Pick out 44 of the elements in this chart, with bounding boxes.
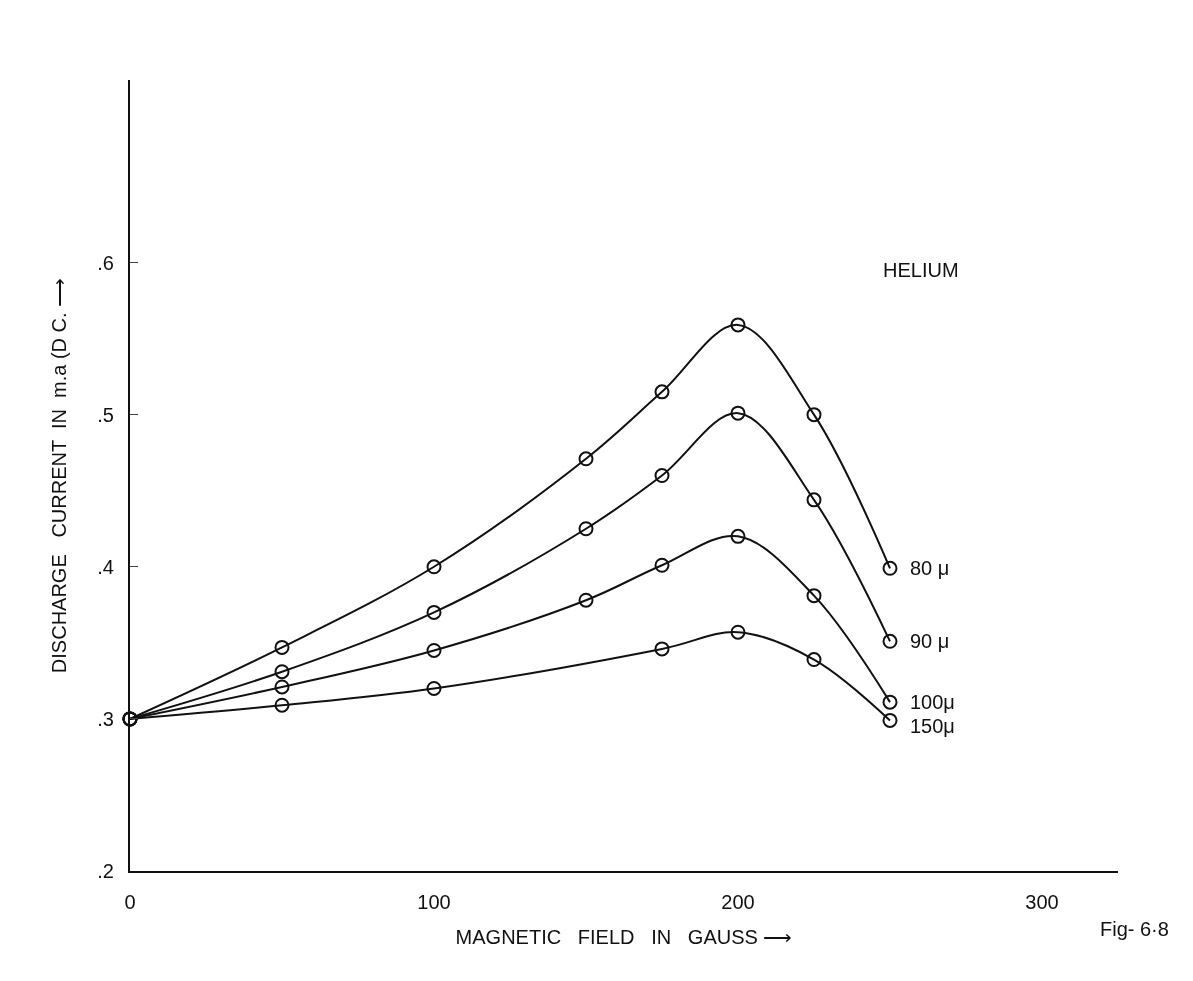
point (654, 557, 670, 573)
series-label: 80 μ (910, 557, 950, 579)
series-label: 100μ (910, 691, 955, 713)
point (654, 468, 670, 483)
point (578, 521, 594, 537)
y-tick-label: .5 (97, 403, 114, 426)
point (274, 697, 290, 713)
point (806, 407, 822, 423)
point (578, 451, 594, 467)
point (578, 592, 594, 608)
series-label: 90 μ (910, 630, 950, 652)
point (730, 317, 746, 333)
point (426, 559, 442, 575)
point (882, 633, 898, 649)
point (730, 528, 746, 544)
point (274, 664, 290, 680)
point (426, 680, 442, 696)
point (882, 560, 898, 576)
x-tick-label: 300 (1025, 891, 1059, 913)
point (654, 641, 670, 657)
text: Fig- 6·8 (1100, 918, 1169, 940)
point (654, 384, 670, 400)
point (806, 652, 822, 668)
point (806, 588, 822, 604)
x-tick-label: 200 (721, 891, 755, 913)
series-label: 150μ (910, 715, 955, 737)
point (730, 624, 746, 640)
y-tick-label: .2 (97, 860, 114, 882)
point (882, 694, 898, 710)
x-axis-title: MAGNETIC FIELD IN GAUSS ⟶ (455, 926, 793, 948)
point (806, 492, 822, 508)
point (730, 405, 746, 421)
point (426, 642, 442, 658)
y-tick-label: .6 (97, 251, 114, 274)
point (882, 712, 898, 728)
annotation: HELIUM (883, 259, 959, 281)
point (426, 604, 442, 620)
x-tick-label: 0 (124, 891, 136, 913)
y-tick-label: .3 (97, 707, 114, 730)
x-tick-label: 100 (417, 891, 451, 913)
y-axis-title: DISCHARGE CURRENT IN m.a (D C. ⟶ (48, 277, 71, 674)
point (274, 639, 290, 655)
y-tick-label: .4 (97, 555, 114, 578)
point (274, 679, 290, 695)
